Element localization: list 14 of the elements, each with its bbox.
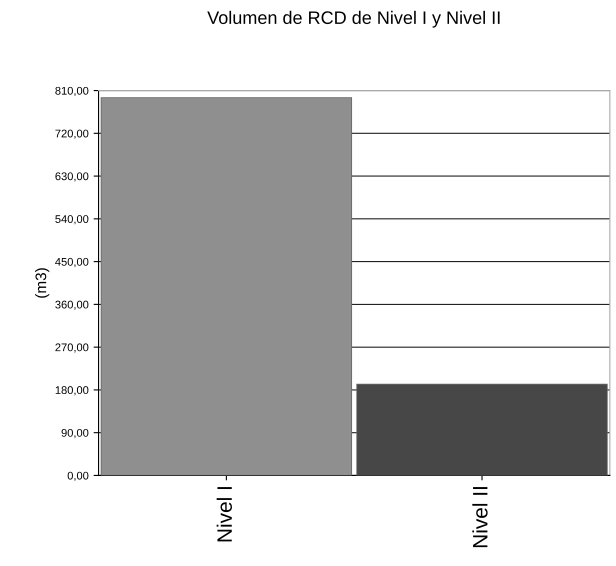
y-axis-title: (m3) [35,268,50,298]
y-tick-label: 270,00 [55,343,88,353]
chart-title: Volumen de RCD de Nivel I y Nivel II [207,10,500,28]
y-tick-label: 0,00 [68,472,88,481]
y-tick-label: 540,00 [55,215,88,224]
y-tick-label: 810,00 [55,86,88,96]
y-tick-label: 450,00 [55,258,88,268]
y-tick-label: 630,00 [55,172,88,182]
x-tick-label: Nivel II [472,487,488,548]
y-tick-label: 90,00 [62,428,88,438]
x-tick-label: Nivel I [216,487,232,542]
y-tick-label: 360,00 [55,300,88,310]
y-tick-label: 720,00 [55,130,88,139]
y-tick-label: 180,00 [56,386,88,396]
